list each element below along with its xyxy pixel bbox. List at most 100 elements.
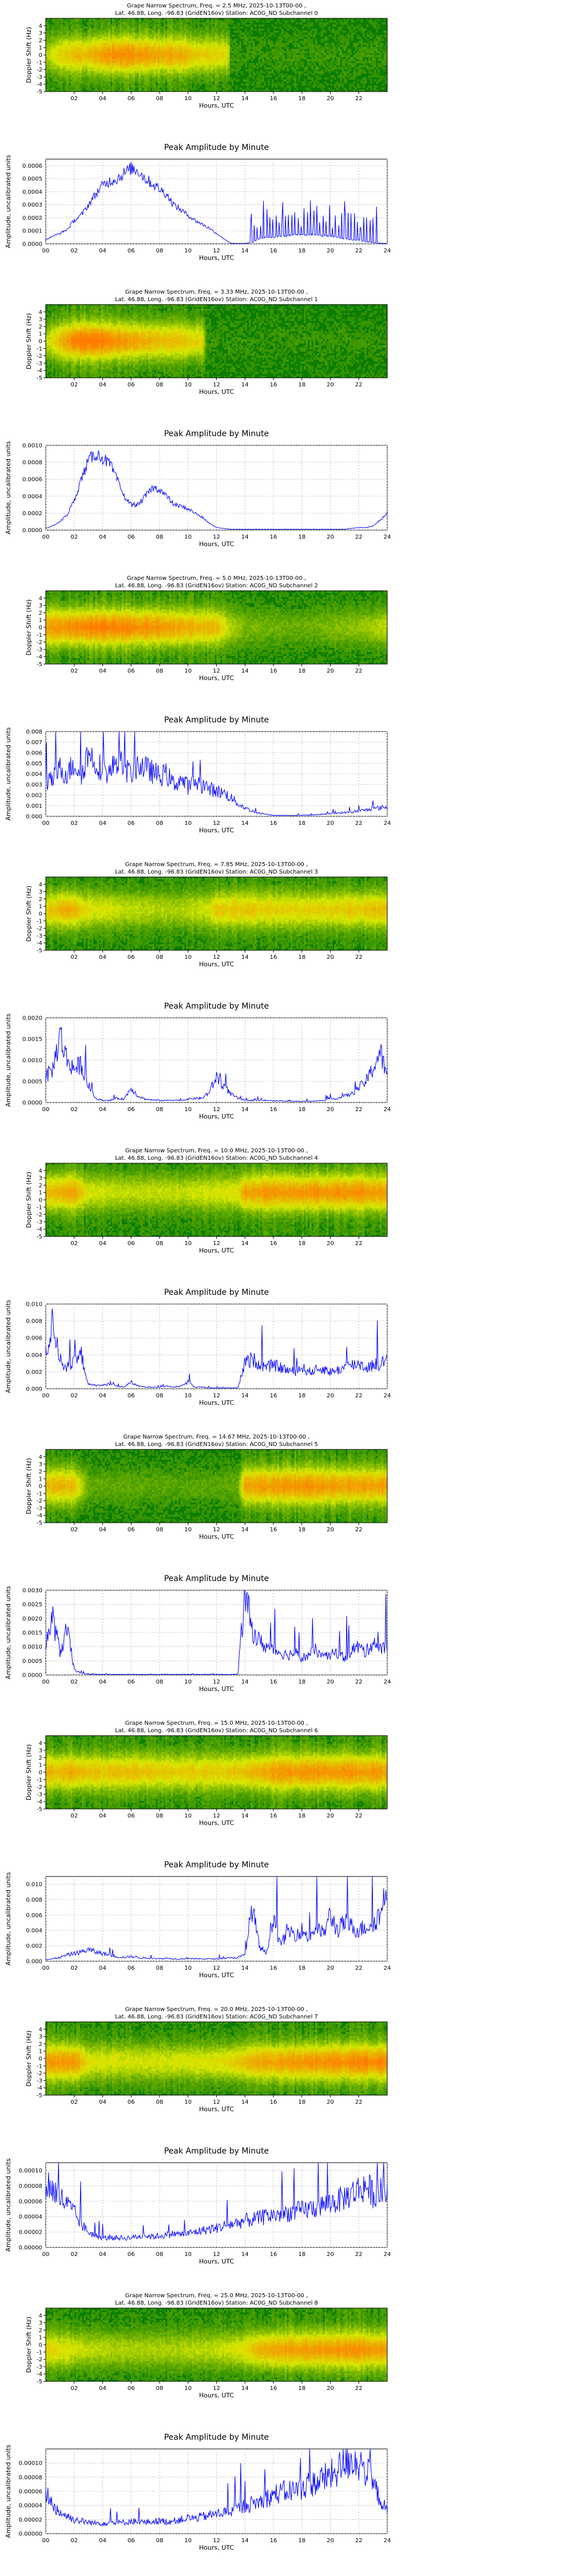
spectrogram-cell <box>55 39 58 41</box>
spectrogram-cell <box>141 71 143 73</box>
spectrogram-cell <box>192 51 194 53</box>
spectrogram-cell <box>321 26 323 29</box>
spectrogram-cell <box>243 59 245 61</box>
spectrogram-cell <box>232 55 234 57</box>
spectrogram-cell <box>150 41 152 43</box>
spectrogram-cell <box>93 76 96 78</box>
x-tick-label: 16 <box>270 248 277 254</box>
spectrogram-cell <box>124 81 126 84</box>
spectrogram-cell <box>277 30 280 33</box>
spectrogram-cell <box>135 76 137 78</box>
spectrogram-cell <box>57 22 59 25</box>
spectrogram-cell <box>88 55 90 57</box>
spectrogram-cell <box>125 47 128 49</box>
spectrogram-cell <box>152 22 154 25</box>
spectrogram-cell <box>378 41 380 43</box>
spectrogram-cell <box>156 26 158 29</box>
spectrogram-cell <box>78 59 80 61</box>
spectrogram-cell <box>156 65 158 68</box>
spectrogram-cell <box>230 39 232 41</box>
spectrogram-cell <box>364 37 367 39</box>
spectrogram-cell <box>165 51 168 53</box>
spectrogram-cell <box>245 34 247 37</box>
spectrogram-cell <box>129 47 132 49</box>
spectrogram-cell <box>309 53 312 55</box>
spectrogram-cell <box>154 39 156 41</box>
spectrogram-cell <box>144 39 146 41</box>
spectrogram-cell <box>82 55 84 57</box>
spectrogram-cell <box>129 76 132 78</box>
spectrogram-cell <box>173 76 175 78</box>
spectrogram-cell <box>103 51 105 53</box>
spectrogram-cell <box>253 88 255 90</box>
spectrogram-cell <box>196 49 198 51</box>
spectrogram-cell <box>287 34 289 37</box>
spectrogram-cell <box>122 21 124 23</box>
spectrogram-cell <box>53 30 55 33</box>
spectrogram-cell <box>84 63 86 65</box>
spectrogram-cell <box>105 30 107 33</box>
spectrogram-cell <box>219 67 221 69</box>
spectrogram-cell <box>345 67 348 69</box>
spectrogram-cell <box>241 84 244 86</box>
spectrogram-cell <box>47 53 50 55</box>
spectrogram-cell <box>287 43 289 45</box>
spectrogram-cell <box>201 65 204 68</box>
spectrogram-cell <box>106 77 109 80</box>
spectrogram-cell <box>188 26 190 29</box>
spectrogram-cell <box>65 43 67 45</box>
spectrogram-cell <box>283 34 285 37</box>
spectrogram-cell <box>344 81 346 84</box>
spectrogram-cell <box>148 81 150 84</box>
spectrogram-cell <box>146 71 149 73</box>
spectrogram-cell <box>201 41 204 43</box>
spectrogram-cell <box>184 18 186 21</box>
spectrogram-cell <box>177 80 179 82</box>
spectrogram-cell <box>124 77 126 80</box>
spectrogram-cell <box>247 33 249 35</box>
spectrogram-cell <box>63 41 65 43</box>
spectrogram-cell <box>131 85 133 88</box>
spectrogram-cell <box>328 21 331 23</box>
spectrogram-cell <box>292 33 295 35</box>
spectrogram-cell <box>315 57 317 60</box>
spectrogram-cell <box>69 59 71 61</box>
spectrogram-cell <box>260 41 263 43</box>
spectrogram-cell <box>364 55 367 57</box>
spectrogram-cell <box>47 81 50 84</box>
spectrogram-cell <box>55 33 58 35</box>
spectrogram-cell <box>167 67 169 69</box>
spectrogram-cell <box>292 77 295 80</box>
spectrogram-cell <box>309 41 312 43</box>
spectrogram-cell <box>332 45 335 47</box>
spectrogram-cell <box>268 71 270 73</box>
spectrogram-cell <box>88 51 90 53</box>
spectrogram-cell <box>148 25 150 27</box>
spectrogram-cell <box>178 25 181 27</box>
spectrogram-cell <box>213 55 215 57</box>
spectrogram-cell <box>161 76 164 78</box>
spectrogram-cell <box>285 88 287 90</box>
spectrogram-cell <box>142 81 145 84</box>
spectrogram-cell <box>237 34 240 37</box>
spectrogram-cell <box>53 22 55 25</box>
spectrogram-cell <box>171 65 173 68</box>
spectrogram-cell <box>192 49 194 51</box>
spectrogram-cell <box>160 55 162 57</box>
spectrogram-cell <box>355 55 357 57</box>
spectrogram-cell <box>114 63 116 65</box>
spectrogram-cell <box>302 26 304 29</box>
spectrogram-cell <box>82 43 84 45</box>
spectrogram-cell <box>251 84 253 86</box>
spectrogram-cell <box>292 67 295 69</box>
spectrogram-cell <box>186 71 188 73</box>
spectrogram-cell <box>173 80 175 82</box>
spectrogram-cell <box>101 53 103 55</box>
spectrogram-cell <box>309 81 312 84</box>
spectrogram-cell <box>378 51 380 53</box>
figure: Grape Narrow Spectrum, Freq. = 2.5 MHz, … <box>0 0 572 2576</box>
spectrogram-cell <box>249 34 251 37</box>
spectrogram-cell <box>302 84 304 86</box>
spectrogram-cell <box>197 80 200 82</box>
spectrogram-cell <box>291 67 293 69</box>
